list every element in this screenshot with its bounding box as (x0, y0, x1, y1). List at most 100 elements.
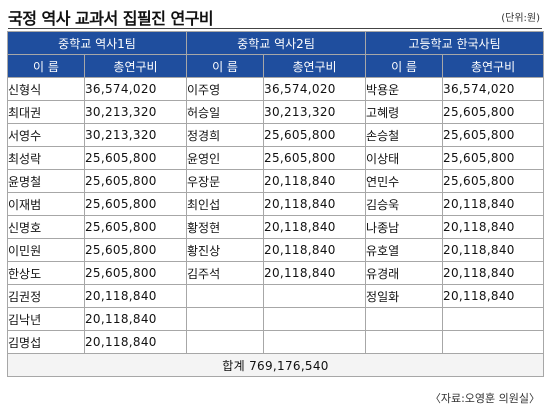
researcher-name: 김명섭 (7, 330, 85, 354)
researcher-name (186, 307, 265, 331)
researcher-name: 황진상 (186, 238, 265, 262)
research-fund-amount: 25,605,800 (442, 169, 545, 193)
research-fund-amount: 20,118,840 (442, 215, 545, 239)
column-header-amount: 총연구비 (442, 54, 545, 78)
researcher-name: 이재범 (7, 192, 85, 216)
research-fund-amount: 20,118,840 (442, 192, 545, 216)
column-header-name: 이 름 (365, 54, 444, 78)
research-fund-amount: 20,118,840 (263, 169, 367, 193)
researcher-name: 이주영 (186, 77, 265, 101)
table-row: 김명섭 20,118,840 (7, 330, 545, 354)
column-header-row: 이 름 총연구비 이 름 총연구비 이 름 총연구비 (7, 54, 545, 78)
research-fund-table: 중학교 역사1팀 중학교 역사2팀 고등학교 한국사팀 이 름 총연구비 이 름… (6, 31, 545, 377)
researcher-name: 우장문 (186, 169, 265, 193)
researcher-name: 박용운 (365, 77, 444, 101)
research-fund-amount: 30,213,320 (263, 100, 367, 124)
research-fund-amount: 20,118,840 (263, 215, 367, 239)
researcher-name: 유호열 (365, 238, 444, 262)
column-header-name: 이 름 (7, 54, 85, 78)
table-row: 최성락 25,605,800 윤영인 25,605,800 이상태 25,605,800 (7, 146, 545, 170)
research-fund-amount: 25,605,800 (442, 123, 545, 147)
team-header: 고등학교 한국사팀 (365, 31, 545, 55)
research-fund-amount (263, 307, 367, 331)
table-row: 윤명철 25,605,800 우장문 20,118,840 연민수 25,605,800 (7, 169, 545, 193)
team-header-row: 중학교 역사1팀 중학교 역사2팀 고등학교 한국사팀 (6, 31, 545, 55)
researcher-name: 최대권 (7, 100, 85, 124)
research-fund-amount: 25,605,800 (83, 215, 188, 239)
researcher-name: 김주석 (186, 261, 265, 285)
researcher-name: 김권정 (7, 284, 85, 308)
research-fund-amount (442, 330, 545, 354)
researcher-name: 연민수 (365, 169, 444, 193)
researcher-name (365, 330, 444, 354)
table-row: 김권정 20,118,840 정일화 20,118,840 (7, 284, 545, 308)
research-fund-amount: 36,574,020 (263, 77, 367, 101)
team-header: 중학교 역사2팀 (186, 31, 367, 55)
researcher-name: 서영수 (7, 123, 85, 147)
research-fund-amount: 25,605,800 (442, 146, 545, 170)
table-row: 최대권 30,213,320 허승일 30,213,320 고혜령 25,605,800 (7, 100, 545, 124)
researcher-name: 최성락 (7, 146, 85, 170)
research-fund-amount: 25,605,800 (83, 261, 188, 285)
researcher-name: 허승일 (186, 100, 265, 124)
table-row: 이민원 25,605,800 황진상 20,118,840 유호열 20,118,840 (7, 238, 545, 262)
research-fund-amount (263, 284, 367, 308)
research-fund-amount: 20,118,840 (263, 238, 367, 262)
unit-label: (단위:원) (501, 13, 540, 24)
research-fund-amount (263, 330, 367, 354)
research-fund-amount (442, 307, 545, 331)
column-header-name: 이 름 (186, 54, 265, 78)
researcher-name (186, 284, 265, 308)
research-fund-amount: 25,605,800 (83, 238, 188, 262)
research-fund-amount: 20,118,840 (442, 261, 545, 285)
source-note: 〈자료:오영훈 의원실〉 (429, 392, 540, 405)
title-divider (8, 28, 542, 29)
research-fund-amount: 20,118,840 (442, 238, 545, 262)
researcher-name: 최인섭 (186, 192, 265, 216)
researcher-name: 윤영인 (186, 146, 265, 170)
column-header-amount: 총연구비 (263, 54, 367, 78)
research-fund-amount: 25,605,800 (263, 123, 367, 147)
research-fund-amount: 20,118,840 (442, 284, 545, 308)
researcher-name: 신형식 (7, 77, 85, 101)
researcher-name: 정경희 (186, 123, 265, 147)
researcher-name (365, 307, 444, 331)
research-fund-amount: 25,605,800 (83, 169, 188, 193)
research-fund-amount: 20,118,840 (263, 192, 367, 216)
research-fund-amount: 36,574,020 (442, 77, 545, 101)
researcher-name: 황정현 (186, 215, 265, 239)
researcher-name: 이민원 (7, 238, 85, 262)
researcher-name: 윤명철 (7, 169, 85, 193)
researcher-name: 신명호 (7, 215, 85, 239)
table-row: 신형식 36,574,020 이주영 36,574,020 박용운 36,574,020 (7, 77, 545, 101)
table-row: 이재범 25,605,800 최인섭 20,118,840 김승욱 20,118,840 (7, 192, 545, 216)
researcher-name: 고혜령 (365, 100, 444, 124)
research-fund-amount: 36,574,020 (83, 77, 188, 101)
research-fund-amount: 25,605,800 (83, 192, 188, 216)
researcher-name (186, 330, 265, 354)
table-row: 서영수 30,213,320 정경희 25,605,800 손승철 25,605,800 (7, 123, 545, 147)
researcher-name: 한상도 (7, 261, 85, 285)
researcher-name: 유경래 (365, 261, 444, 285)
table-row: 김낙년 20,118,840 (7, 307, 545, 331)
researcher-name: 김낙년 (7, 307, 85, 331)
page-title: 국정 역사 교과서 집필진 연구비 (8, 9, 214, 28)
grand-total: 합계 769,176,540 (6, 353, 545, 377)
researcher-name: 김승욱 (365, 192, 444, 216)
column-header-amount: 총연구비 (83, 54, 188, 78)
research-fund-amount: 20,118,840 (83, 330, 188, 354)
research-fund-amount: 30,213,320 (83, 100, 188, 124)
researcher-name: 나종남 (365, 215, 444, 239)
total-row: 합계 769,176,540 (6, 353, 545, 377)
researcher-name: 정일화 (365, 284, 444, 308)
table-row: 신명호 25,605,800 황정현 20,118,840 나종남 20,118,840 (7, 215, 545, 239)
research-fund-amount: 25,605,800 (263, 146, 367, 170)
research-fund-amount: 20,118,840 (83, 284, 188, 308)
research-fund-amount: 20,118,840 (263, 261, 367, 285)
research-fund-amount: 25,605,800 (442, 100, 545, 124)
team-header: 중학교 역사1팀 (6, 31, 188, 55)
research-fund-amount: 20,118,840 (83, 307, 188, 331)
researcher-name: 손승철 (365, 123, 444, 147)
research-fund-amount: 30,213,320 (83, 123, 188, 147)
research-fund-amount: 25,605,800 (83, 146, 188, 170)
